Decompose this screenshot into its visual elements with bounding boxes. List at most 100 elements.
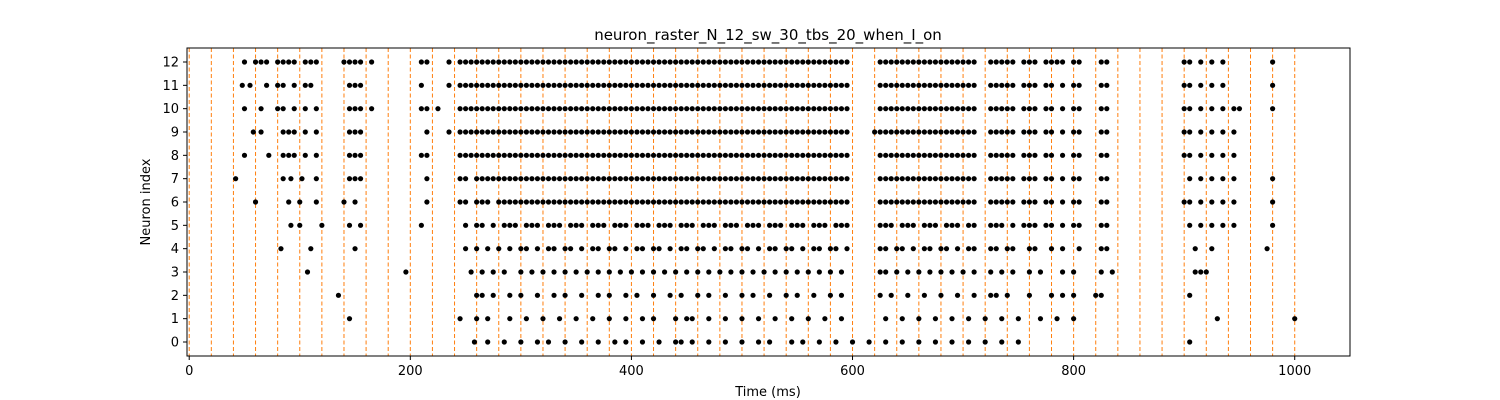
spike-point bbox=[479, 222, 485, 228]
spike-point bbox=[750, 106, 756, 112]
spike-point bbox=[1187, 176, 1193, 182]
spike-point bbox=[490, 82, 496, 88]
spike-point bbox=[545, 222, 552, 228]
spike-point bbox=[827, 199, 834, 205]
spike-point bbox=[507, 82, 513, 88]
spike-point bbox=[1004, 59, 1010, 65]
spike-point bbox=[938, 292, 944, 298]
spike-point bbox=[369, 106, 375, 112]
spike-point bbox=[258, 59, 264, 65]
spike-point bbox=[579, 106, 585, 112]
spike-point bbox=[357, 106, 364, 112]
spike-point bbox=[579, 339, 585, 345]
spike-point bbox=[932, 82, 939, 88]
spike-point bbox=[639, 106, 646, 112]
spike-point bbox=[949, 106, 955, 112]
spike-point bbox=[999, 59, 1005, 65]
spike-point bbox=[883, 269, 889, 275]
spike-point bbox=[634, 129, 640, 135]
spike-point bbox=[689, 82, 695, 88]
spike-point bbox=[341, 59, 347, 65]
spike-point bbox=[711, 176, 717, 182]
spike-point bbox=[623, 316, 629, 322]
spike-point bbox=[816, 246, 822, 252]
spike-point bbox=[673, 339, 679, 345]
spike-point bbox=[833, 176, 839, 182]
spike-point bbox=[595, 246, 601, 252]
spike-point bbox=[700, 222, 706, 228]
spike-point bbox=[523, 246, 529, 252]
spike-point bbox=[971, 106, 977, 112]
spike-point bbox=[479, 292, 485, 298]
spike-point bbox=[501, 82, 507, 88]
spike-point bbox=[822, 199, 828, 205]
spike-point bbox=[916, 199, 922, 205]
x-tick-label: 400 bbox=[619, 364, 644, 379]
spike-point bbox=[346, 59, 353, 65]
spike-point bbox=[352, 199, 358, 205]
spike-point bbox=[960, 82, 966, 88]
spike-point bbox=[722, 222, 728, 228]
spike-point bbox=[1032, 176, 1038, 182]
spike-point bbox=[722, 246, 728, 252]
spike-point bbox=[844, 176, 850, 182]
spike-point bbox=[778, 152, 784, 158]
spike-point bbox=[877, 106, 883, 112]
spike-point bbox=[1043, 222, 1049, 228]
spike-point bbox=[717, 129, 723, 135]
spike-point bbox=[529, 176, 535, 182]
spike-point bbox=[523, 106, 529, 112]
spike-point bbox=[988, 59, 994, 65]
spike-point bbox=[612, 129, 618, 135]
spike-point bbox=[595, 152, 601, 158]
spike-point bbox=[568, 152, 574, 158]
spike-point bbox=[827, 292, 834, 298]
spike-point bbox=[556, 152, 563, 158]
spike-point bbox=[767, 82, 773, 88]
spike-point bbox=[960, 176, 966, 182]
spike-point bbox=[1026, 129, 1033, 135]
spike-point bbox=[722, 292, 728, 298]
spike-point bbox=[628, 176, 635, 182]
spike-point bbox=[1043, 59, 1049, 65]
spike-point bbox=[418, 59, 424, 65]
spike-point bbox=[750, 199, 756, 205]
spike-point bbox=[733, 176, 740, 182]
spike-point bbox=[485, 82, 491, 88]
spike-point bbox=[357, 59, 364, 65]
spike-point bbox=[595, 199, 601, 205]
spike-point bbox=[1026, 176, 1033, 182]
spike-point bbox=[899, 316, 905, 322]
spike-point bbox=[540, 82, 546, 88]
spike-point bbox=[462, 82, 469, 88]
spike-point bbox=[590, 59, 596, 65]
spike-point bbox=[1181, 59, 1187, 65]
spike-point bbox=[545, 152, 552, 158]
spike-point bbox=[932, 106, 939, 112]
spike-point bbox=[800, 222, 806, 228]
spike-point bbox=[1220, 199, 1226, 205]
spike-point bbox=[965, 246, 972, 252]
spike-point bbox=[711, 59, 717, 65]
spike-point bbox=[916, 316, 922, 322]
spike-point bbox=[1231, 106, 1237, 112]
spike-point bbox=[877, 59, 883, 65]
spike-point bbox=[1021, 82, 1027, 88]
spike-point bbox=[1076, 222, 1082, 228]
spike-point bbox=[507, 199, 513, 205]
spike-point bbox=[910, 246, 916, 252]
spike-point bbox=[905, 106, 911, 112]
spike-point bbox=[650, 176, 657, 182]
neuron-row-1 bbox=[346, 316, 1298, 322]
y-tick-label: 6 bbox=[171, 196, 179, 211]
spike-point bbox=[971, 222, 977, 228]
spike-point bbox=[297, 199, 303, 205]
neuron-row-8 bbox=[241, 152, 1237, 158]
spike-point bbox=[462, 152, 469, 158]
spike-point bbox=[623, 59, 629, 65]
spike-point bbox=[805, 269, 811, 275]
spike-point bbox=[291, 129, 297, 135]
spike-point bbox=[761, 129, 767, 135]
spike-point bbox=[540, 269, 546, 275]
